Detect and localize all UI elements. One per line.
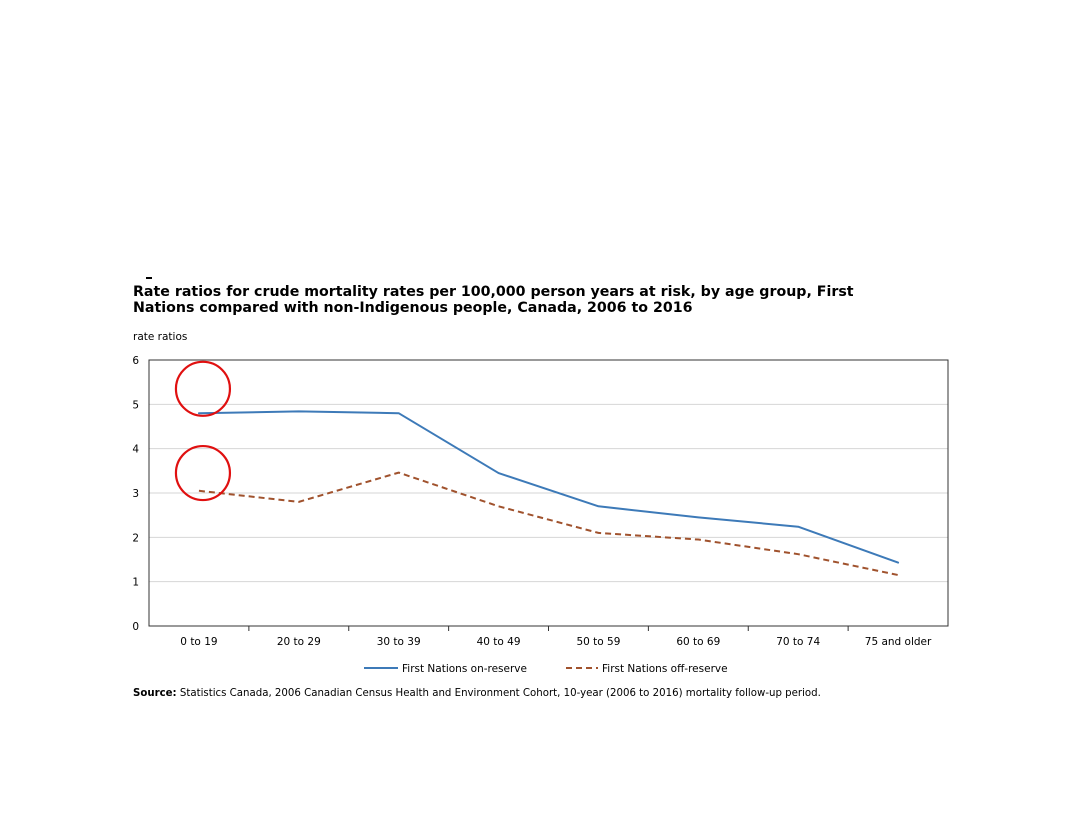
source-note: Source: Statistics Canada, 2006 Canadian… — [133, 688, 1033, 699]
y-tick-label: 1 — [132, 577, 139, 589]
x-tick-label: 70 to 74 — [776, 636, 820, 648]
legend-label-1: First Nations on-reserve — [402, 663, 527, 675]
series-line-2 — [198, 471, 899, 576]
y-tick-labels: 0 1 2 3 4 5 6 — [132, 355, 139, 633]
annotation-circle-1 — [174, 360, 232, 417]
chart-title: Rate ratios for crude mortality rates pe… — [133, 284, 933, 316]
y-axis-label: rate ratios — [133, 331, 188, 343]
legend: First Nations on-reserve First Nations of… — [364, 663, 728, 675]
y-tick-label: 5 — [132, 399, 139, 411]
y-tick-label: 3 — [132, 488, 139, 500]
y-tick-label: 6 — [132, 355, 139, 367]
series-lines — [197, 410, 900, 576]
chart-title-line-1: Rate ratios for crude mortality rates pe… — [133, 284, 854, 300]
annotation-circle-2 — [174, 444, 232, 502]
x-tick-label: 30 to 39 — [377, 636, 421, 648]
x-tick-labels: 0 to 19 20 to 29 30 to 39 40 to 49 50 to 59 6… — [180, 626, 932, 648]
x-tick-label: 20 to 29 — [277, 636, 321, 648]
source-label: Source: — [133, 688, 177, 699]
legend-label-2: First Nations off-reserve — [602, 663, 728, 675]
series-line-1 — [197, 410, 900, 564]
grid-lines — [149, 403, 948, 583]
annotations — [174, 360, 232, 502]
y-tick-label: 0 — [132, 621, 139, 633]
x-tick-label: 60 to 69 — [676, 636, 720, 648]
y-tick-label: 4 — [132, 444, 139, 456]
y-tick-label: 2 — [132, 532, 139, 544]
x-tick-label: 40 to 49 — [477, 636, 521, 648]
x-tick-label: 75 and older — [865, 636, 932, 648]
source-text: Statistics Canada, 2006 Canadian Census … — [176, 688, 821, 699]
chart-title-line-2: Nations compared with non-Indigenous peo… — [133, 300, 693, 316]
title-mark — [146, 277, 152, 279]
x-tick-label: 50 to 59 — [576, 636, 620, 648]
x-tick-label: 0 to 19 — [180, 636, 217, 648]
